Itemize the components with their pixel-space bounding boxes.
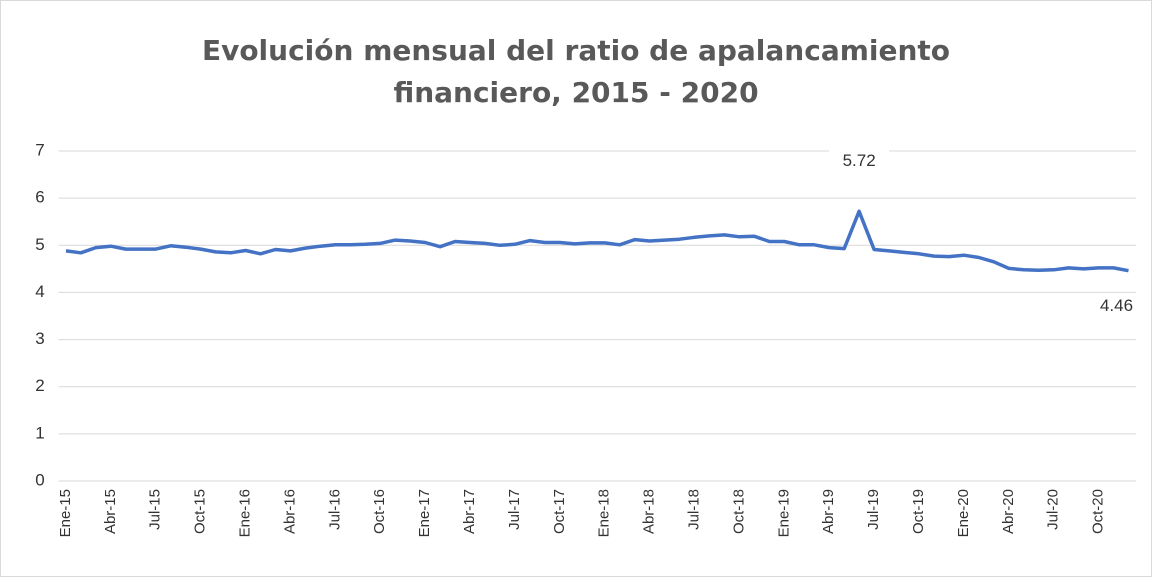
y-tick-label: 2 — [35, 376, 44, 395]
label-bg — [829, 149, 890, 174]
x-tick-label: Jul-15 — [147, 489, 164, 530]
data-label: 5.72 — [843, 151, 876, 170]
x-tick-label: Oct-18 — [730, 489, 747, 534]
label-bg — [1086, 294, 1147, 319]
x-tick-label: Jul-19 — [865, 489, 882, 530]
x-tick-label: Abr-15 — [102, 489, 119, 534]
data-line — [65, 209, 1129, 273]
x-tick-label: Ene-20 — [955, 489, 972, 537]
x-tick-label: Ene-16 — [237, 489, 254, 537]
x-tick-label: Oct-15 — [192, 489, 209, 534]
x-tick-label: Ene-17 — [416, 489, 433, 537]
x-tick-label: Oct-19 — [910, 489, 927, 534]
y-tick-label: 1 — [35, 423, 44, 442]
x-tick-label: Abr-18 — [641, 489, 658, 534]
x-tick-label: Jul-17 — [506, 489, 523, 530]
y-tick-label: 5 — [35, 235, 44, 254]
x-tick-label: Oct-17 — [551, 489, 568, 534]
x-tick-label: Ene-15 — [57, 489, 74, 537]
x-tick-label: Jul-16 — [326, 489, 343, 530]
x-tick-label: Abr-17 — [461, 489, 478, 534]
x-tick-label: Oct-16 — [371, 489, 388, 534]
x-tick-label: Ene-18 — [596, 489, 613, 537]
y-tick-label: 0 — [35, 470, 44, 489]
chart-title: Evolución mensual del ratio de apalancam… — [201, 34, 951, 109]
x-tick-label: Abr-16 — [281, 489, 298, 534]
x-tick-label: Jul-20 — [1045, 489, 1062, 530]
y-tick-label: 4 — [35, 282, 44, 301]
y-tick-label: 7 — [35, 140, 44, 159]
y-tick-label: 6 — [35, 188, 44, 207]
y-tick-label: 3 — [35, 329, 44, 348]
x-tick-label: Abr-20 — [1000, 489, 1017, 534]
x-tick-label: Jul-18 — [685, 489, 702, 530]
data-label: 4.46 — [1100, 296, 1133, 315]
x-tick-label: Ene-19 — [775, 489, 792, 537]
x-tick-label: Oct-20 — [1090, 489, 1107, 534]
x-tick-label: Abr-19 — [820, 489, 837, 534]
